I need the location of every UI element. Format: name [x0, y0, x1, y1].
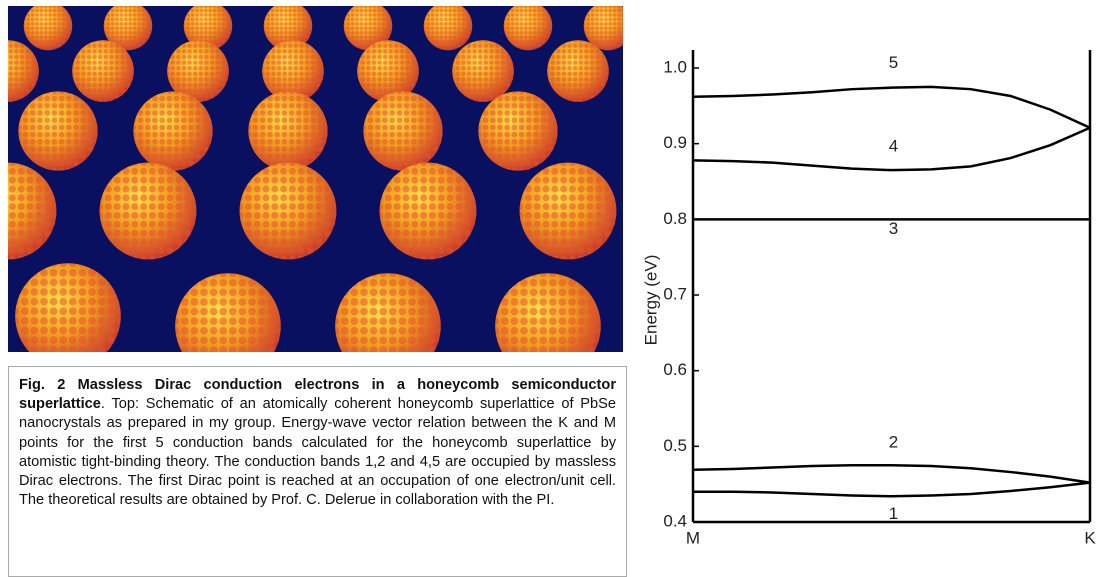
y-tick-label: 1.0	[663, 57, 687, 76]
y-tick-label: 0.7	[663, 284, 687, 303]
band-label: 2	[889, 433, 898, 452]
y-tick-label: 0.6	[663, 360, 687, 379]
x-tick-label: M	[686, 528, 700, 547]
caption-title: Fig. 2 Massless Dirac conduction electro…	[19, 377, 616, 413]
y-tick-label: 0.9	[663, 133, 687, 152]
y-tick-label: 0.8	[663, 209, 687, 228]
band-label: 5	[889, 53, 898, 72]
band-label: 4	[889, 137, 898, 156]
band-line	[692, 126, 1091, 172]
figure-caption: Fig. 2 Massless Dirac conduction electro…	[8, 366, 627, 577]
band-label: 1	[889, 504, 898, 523]
y-tick-label: 0.5	[663, 436, 687, 455]
x-tick-label: K	[1084, 528, 1096, 547]
y-tick-label: 0.4	[663, 511, 687, 530]
caption-text: . Top: Schematic of an atomically cohere…	[19, 396, 616, 509]
band-line	[693, 481, 1091, 498]
band-label: 3	[889, 219, 898, 238]
nanocrystal-image	[8, 6, 623, 352]
band-chart: Energy (eV) 0.4 0.5 0.6 0.7 0.8 0.9 1.0 M K 1 2 3 4 5	[641, 50, 1096, 547]
band-line	[692, 464, 1091, 484]
band-line	[692, 85, 1091, 129]
y-axis-label: Energy (eV)	[641, 255, 660, 346]
